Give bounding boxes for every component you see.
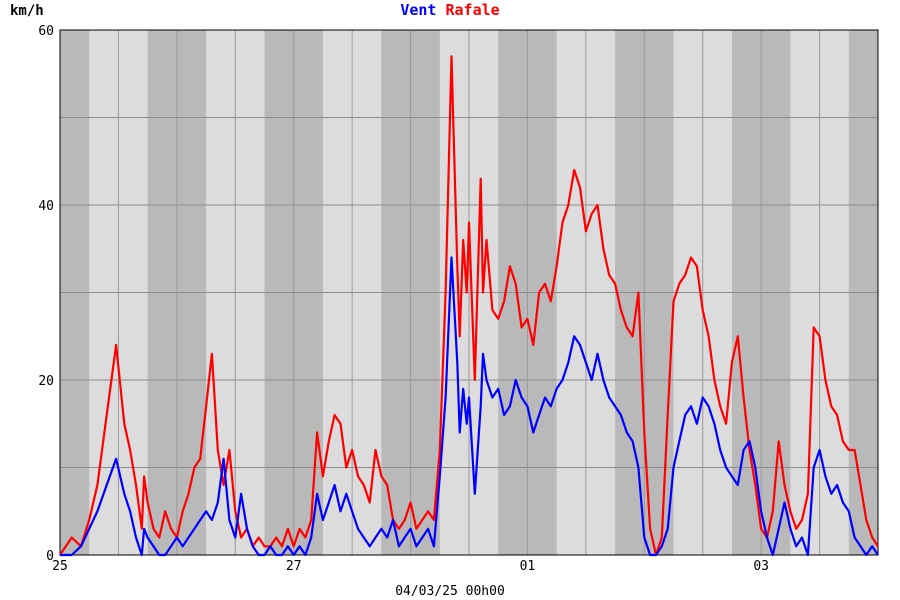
y-tick-labels: 0 20 40 60	[38, 24, 54, 564]
x-tick-labels: 25 27 01 03	[52, 559, 769, 574]
x-tick-label: 03	[753, 559, 769, 574]
y-axis-unit: km/h	[10, 3, 44, 19]
plot-frame	[59, 29, 879, 556]
title-rafale: Rafale	[445, 1, 499, 19]
x-tick-label: 27	[286, 559, 302, 574]
y-tick-label: 60	[38, 24, 54, 39]
series-lines	[59, 55, 879, 557]
y-tick-label: 0	[46, 549, 54, 564]
chart-title: Vent Rafale	[400, 1, 499, 19]
series-line-vent	[60, 256, 879, 557]
x-tick-label: 25	[52, 559, 68, 574]
y-tick-label: 40	[38, 199, 54, 214]
x-axis-label: 04/03/25 00h00	[395, 584, 505, 599]
series-line-rafale	[59, 55, 879, 557]
x-tick-label: 01	[520, 559, 536, 574]
title-vent: Vent	[400, 1, 436, 19]
y-tick-label: 20	[38, 374, 54, 389]
